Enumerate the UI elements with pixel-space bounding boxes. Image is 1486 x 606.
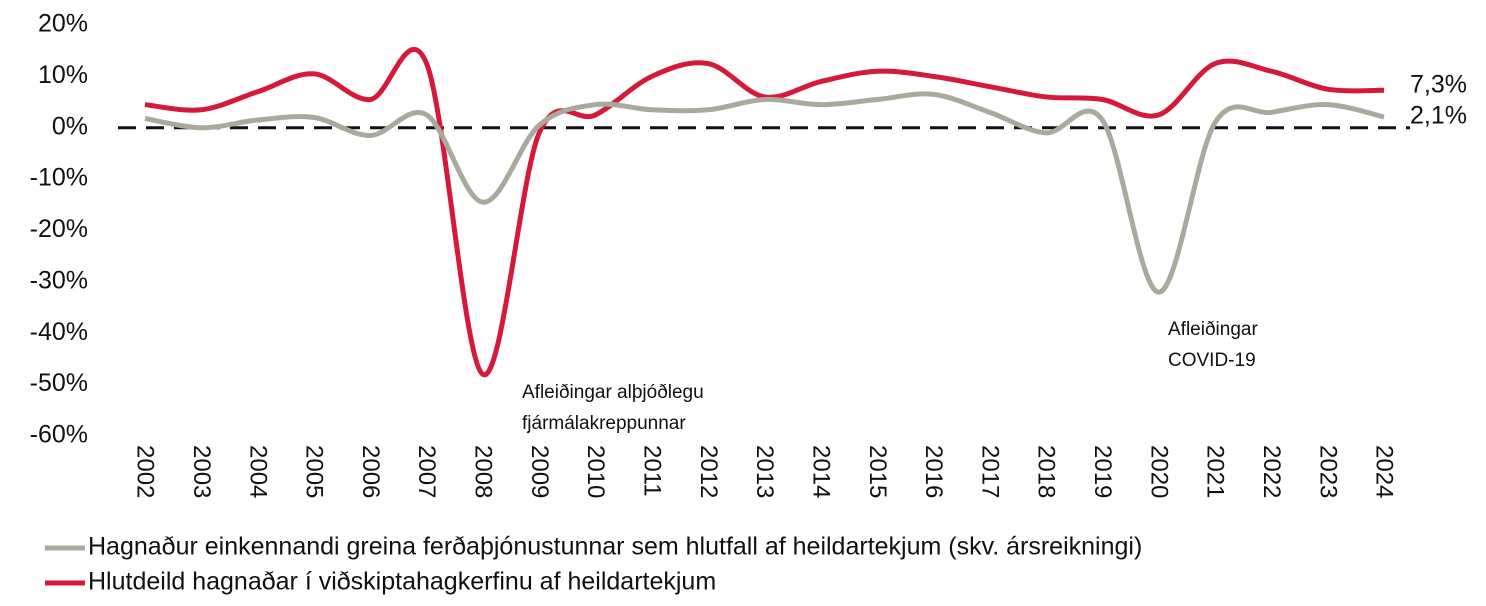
x-tick-label: 2010 [582, 445, 609, 498]
end-label: 7,3% [1410, 71, 1467, 99]
y-tick-label: -40% [30, 318, 88, 346]
y-tick-label: -10% [30, 164, 88, 192]
y-tick-label: 10% [38, 61, 88, 89]
annotation: Afleiðingar [1168, 319, 1258, 340]
x-tick-label: 2020 [1145, 445, 1172, 498]
x-tick-label: 2013 [751, 445, 778, 498]
x-tick-label: 2019 [1089, 445, 1116, 498]
x-tick-label: 2005 [301, 445, 328, 498]
x-tick-label: 2022 [1258, 445, 1285, 498]
x-tick-label: 2007 [413, 445, 440, 498]
annotation: fjármálakreppunnar [522, 413, 686, 434]
x-tick-label: 2014 [807, 445, 834, 498]
annotation: COVID-19 [1168, 350, 1256, 371]
x-tick-label: 2023 [1314, 445, 1341, 498]
x-tick-label: 2009 [526, 445, 553, 498]
x-tick-label: 2021 [1202, 445, 1229, 498]
x-tick-label: 2004 [244, 445, 271, 498]
x-tick-label: 2008 [470, 445, 497, 498]
x-tick-label: 2002 [132, 445, 159, 498]
y-tick-label: -60% [30, 421, 88, 449]
x-tick-label: 2015 [864, 445, 891, 498]
x-tick-label: 2011 [639, 445, 666, 497]
y-tick-label: 20% [38, 10, 88, 38]
line-series [144, 47, 1385, 377]
x-tick-label: 2024 [1371, 445, 1398, 498]
y-tick-label: -30% [30, 266, 88, 294]
legend-label: Hlutdeild hagnaðar í viðskiptahagkerfinu… [88, 568, 716, 596]
y-tick-label: -20% [30, 215, 88, 243]
x-tick-label: 2012 [695, 445, 722, 498]
y-tick-label: -50% [30, 369, 88, 397]
x-tick-label: 2006 [357, 445, 384, 498]
x-tick-label: 2016 [920, 445, 947, 498]
x-tick-label: 2018 [1033, 445, 1060, 498]
annotation: Afleiðingar alþjóðlegu [522, 382, 704, 403]
legend-label: Hagnaður einkennandi greina ferðaþjónust… [88, 533, 1142, 561]
line-series [144, 91, 1385, 295]
x-tick-label: 2017 [976, 445, 1003, 498]
y-tick-label: 0% [52, 112, 88, 140]
end-label: 2,1% [1410, 102, 1467, 130]
x-tick-label: 2003 [188, 445, 215, 498]
